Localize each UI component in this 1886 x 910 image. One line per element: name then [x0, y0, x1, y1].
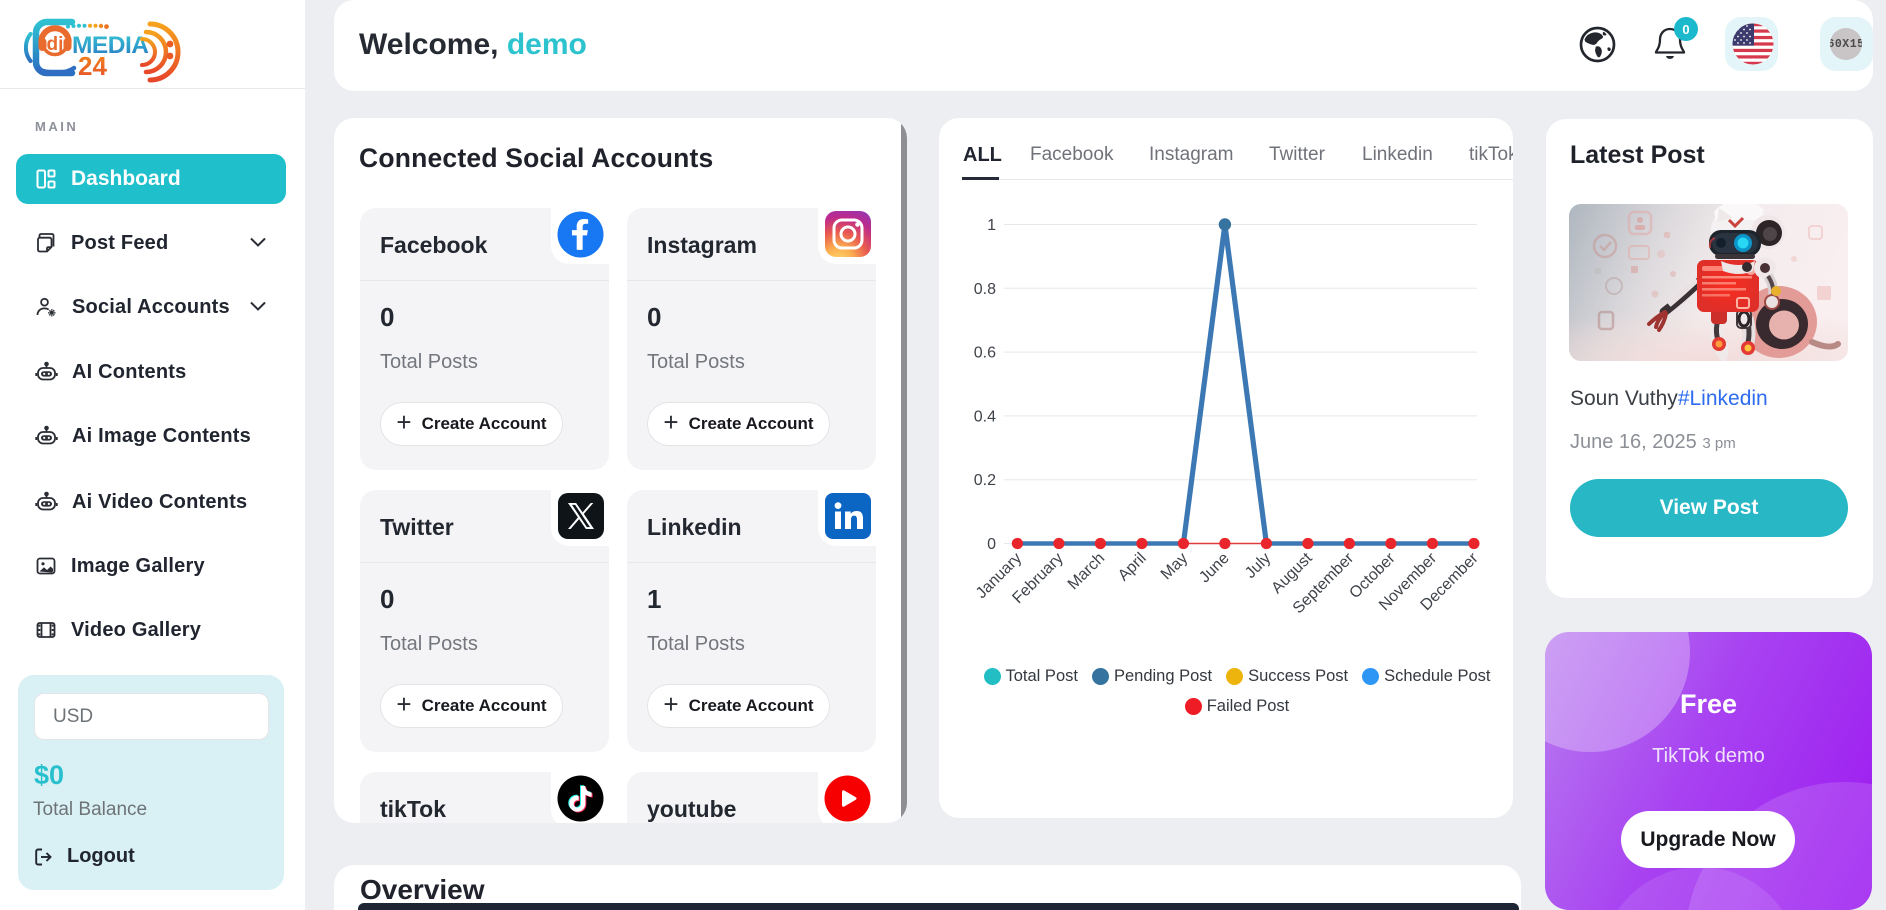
svg-text:May: May — [1158, 550, 1191, 583]
svg-text:0.2: 0.2 — [974, 472, 996, 489]
svg-text:dj: dj — [47, 34, 64, 55]
svg-text:June: June — [1196, 550, 1233, 587]
svg-text:MEDIA: MEDIA — [72, 32, 149, 59]
svg-text:24: 24 — [78, 51, 107, 81]
svg-text:July: July — [1242, 550, 1274, 582]
svg-text:0.8: 0.8 — [974, 281, 996, 298]
svg-text:0: 0 — [987, 536, 996, 553]
svg-text:0.6: 0.6 — [974, 345, 996, 362]
svg-text:0.4: 0.4 — [974, 408, 996, 425]
svg-text:1: 1 — [987, 217, 996, 234]
svg-text:April: April — [1115, 550, 1150, 585]
svg-text:March: March — [1065, 550, 1108, 593]
